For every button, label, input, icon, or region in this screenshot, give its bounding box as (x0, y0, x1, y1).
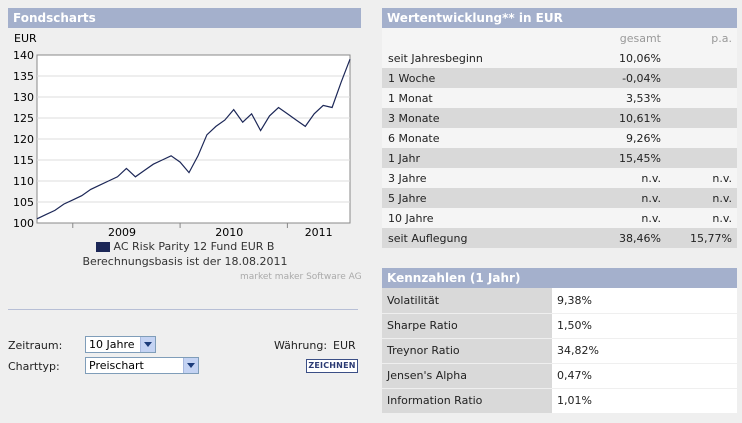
y-tick-label: 130 (13, 91, 34, 104)
y-tick-label: 115 (13, 154, 34, 167)
performance-label: 6 Monate (388, 131, 440, 145)
performance-total: 9,26% (626, 131, 661, 145)
performance-pa: n.v. (712, 191, 732, 205)
kennzahlen-header: Kennzahlen (1 Jahr) (382, 268, 737, 288)
kennzahl-label: Sharpe Ratio (382, 313, 552, 339)
performance-total: -0,04% (622, 71, 661, 85)
performance-pa: n.v. (712, 211, 732, 225)
performance-total: n.v. (641, 191, 661, 205)
performance-row: 3 Monate 10,61% (382, 108, 737, 128)
zeitraum-select[interactable]: 10 Jahre (85, 336, 156, 353)
performance-row: 5 Jahre n.v. n.v. (382, 188, 737, 208)
charttyp-select[interactable]: Preischart (85, 357, 199, 374)
kennzahl-row: Volatilität 9,38% (382, 288, 737, 314)
performance-total: n.v. (641, 211, 661, 225)
chevron-down-icon[interactable] (140, 337, 155, 352)
kennzahlen-table: Volatilität 9,38% Sharpe Ratio 1,50% Treynor… (382, 288, 737, 414)
kennzahl-value: 34,82% (552, 338, 737, 364)
waehrung-label: Währung: (274, 339, 328, 352)
performance-row: 1 Jahr 15,45% (382, 148, 737, 168)
performance-pa: n.v. (712, 171, 732, 185)
performance-row: 10 Jahre n.v. n.v. (382, 208, 737, 228)
zeitraum-value: 10 Jahre (89, 338, 135, 351)
performance-label: 1 Woche (388, 71, 436, 85)
y-tick-label: 110 (13, 175, 34, 188)
provider-credit: market maker Software AG (240, 272, 362, 282)
y-tick-label: 140 (13, 49, 34, 62)
waehrung-value: EUR (333, 339, 356, 352)
performance-label: 3 Jahre (388, 171, 427, 185)
performance-label: seit Jahresbeginn (388, 51, 483, 65)
chart-legend: AC Risk Parity 12 Fund EUR B (0, 240, 370, 253)
performance-total: 15,45% (619, 151, 661, 165)
performance-label: 10 Jahre (388, 211, 434, 225)
y-tick-label: 135 (13, 70, 34, 83)
kennzahl-value: 1,50% (552, 313, 737, 339)
performance-total: 3,53% (626, 91, 661, 105)
legend-swatch (95, 242, 110, 252)
chevron-down-icon[interactable] (183, 358, 198, 373)
fund-chart-svg: EUR 100 105 110 115 120 125 130 135 140 2009 2010 2… (13, 32, 351, 239)
performance-pa (664, 88, 737, 108)
performance-label: 5 Jahre (388, 191, 427, 205)
charttyp-value: Preischart (89, 359, 144, 372)
fondscharts-header: Fondscharts (8, 8, 361, 28)
charttyp-label: Charttyp: (8, 360, 60, 373)
performance-total: 10,61% (619, 111, 661, 125)
kennzahl-label: Volatilität (382, 288, 552, 314)
kennzahlen-title: Kennzahlen (1 Jahr) (387, 271, 521, 285)
kennzahl-row: Treynor Ratio 34,82% (382, 338, 737, 364)
y-tick-label: 105 (13, 196, 34, 209)
zeichnen-button[interactable]: ZEICHNEN (306, 359, 358, 373)
x-tick-label: 2010 (215, 226, 243, 239)
legend-label: AC Risk Parity 12 Fund EUR B (113, 240, 275, 253)
performance-label: 3 Monate (388, 111, 440, 125)
fondscharts-title: Fondscharts (13, 11, 96, 25)
series-line (36, 58, 351, 220)
y-tick-label: 100 (13, 217, 34, 230)
performance-row: 1 Woche -0,04% (382, 68, 737, 88)
fund-chart: EUR 100 105 110 115 120 125 130 135 140 2009 2010 2… (0, 30, 370, 285)
col-gesamt: gesamt (572, 28, 664, 48)
kennzahl-label: Information Ratio (382, 388, 552, 414)
kennzahl-label: Treynor Ratio (382, 338, 552, 364)
kennzahl-value: 0,47% (552, 363, 737, 389)
zeitraum-label: Zeitraum: (8, 339, 63, 352)
performance-pa (664, 48, 737, 68)
performance-table: gesamt p.a. seit Jahresbeginn 10,06% 1 Woc… (382, 28, 737, 248)
kennzahl-row: Jensen's Alpha 0,47% (382, 363, 737, 389)
performance-total: 10,06% (619, 51, 661, 65)
kennzahl-label: Jensen's Alpha (382, 363, 552, 389)
performance-row: seit Jahresbeginn 10,06% (382, 48, 737, 68)
performance-label: seit Auflegung (388, 231, 468, 245)
x-tick-label: 2011 (305, 226, 333, 239)
performance-total: n.v. (641, 171, 661, 185)
performance-pa (664, 108, 737, 128)
performance-row: 1 Monat 3,53% (382, 88, 737, 108)
performance-label: 1 Monat (388, 91, 433, 105)
col-pa: p.a. (664, 28, 737, 48)
kennzahl-row: Sharpe Ratio 1,50% (382, 313, 737, 339)
wertentwicklung-header: Wertentwicklung** in EUR (382, 8, 737, 28)
y-axis-unit: EUR (14, 32, 37, 45)
performance-row: seit Auflegung 38,46% 15,77% (382, 228, 737, 248)
performance-pa (664, 128, 737, 148)
performance-pa: 15,77% (690, 231, 732, 245)
performance-pa (664, 148, 737, 168)
y-tick-label: 125 (13, 112, 34, 125)
performance-row: 6 Monate 9,26% (382, 128, 737, 148)
wertentwicklung-title: Wertentwicklung** in EUR (387, 11, 563, 25)
performance-header-row: gesamt p.a. (382, 28, 737, 48)
performance-pa (664, 68, 737, 88)
kennzahl-row: Information Ratio 1,01% (382, 388, 737, 414)
section-divider (8, 309, 358, 310)
performance-label: 1 Jahr (388, 151, 420, 165)
x-tick-label: 2009 (108, 226, 136, 239)
performance-row: 3 Jahre n.v. n.v. (382, 168, 737, 188)
kennzahl-value: 1,01% (552, 388, 737, 414)
performance-total: 38,46% (619, 231, 661, 245)
kennzahl-value: 9,38% (552, 288, 737, 314)
calculation-basis: Berechnungsbasis ist der 18.08.2011 (82, 255, 288, 268)
y-tick-label: 120 (13, 133, 34, 146)
